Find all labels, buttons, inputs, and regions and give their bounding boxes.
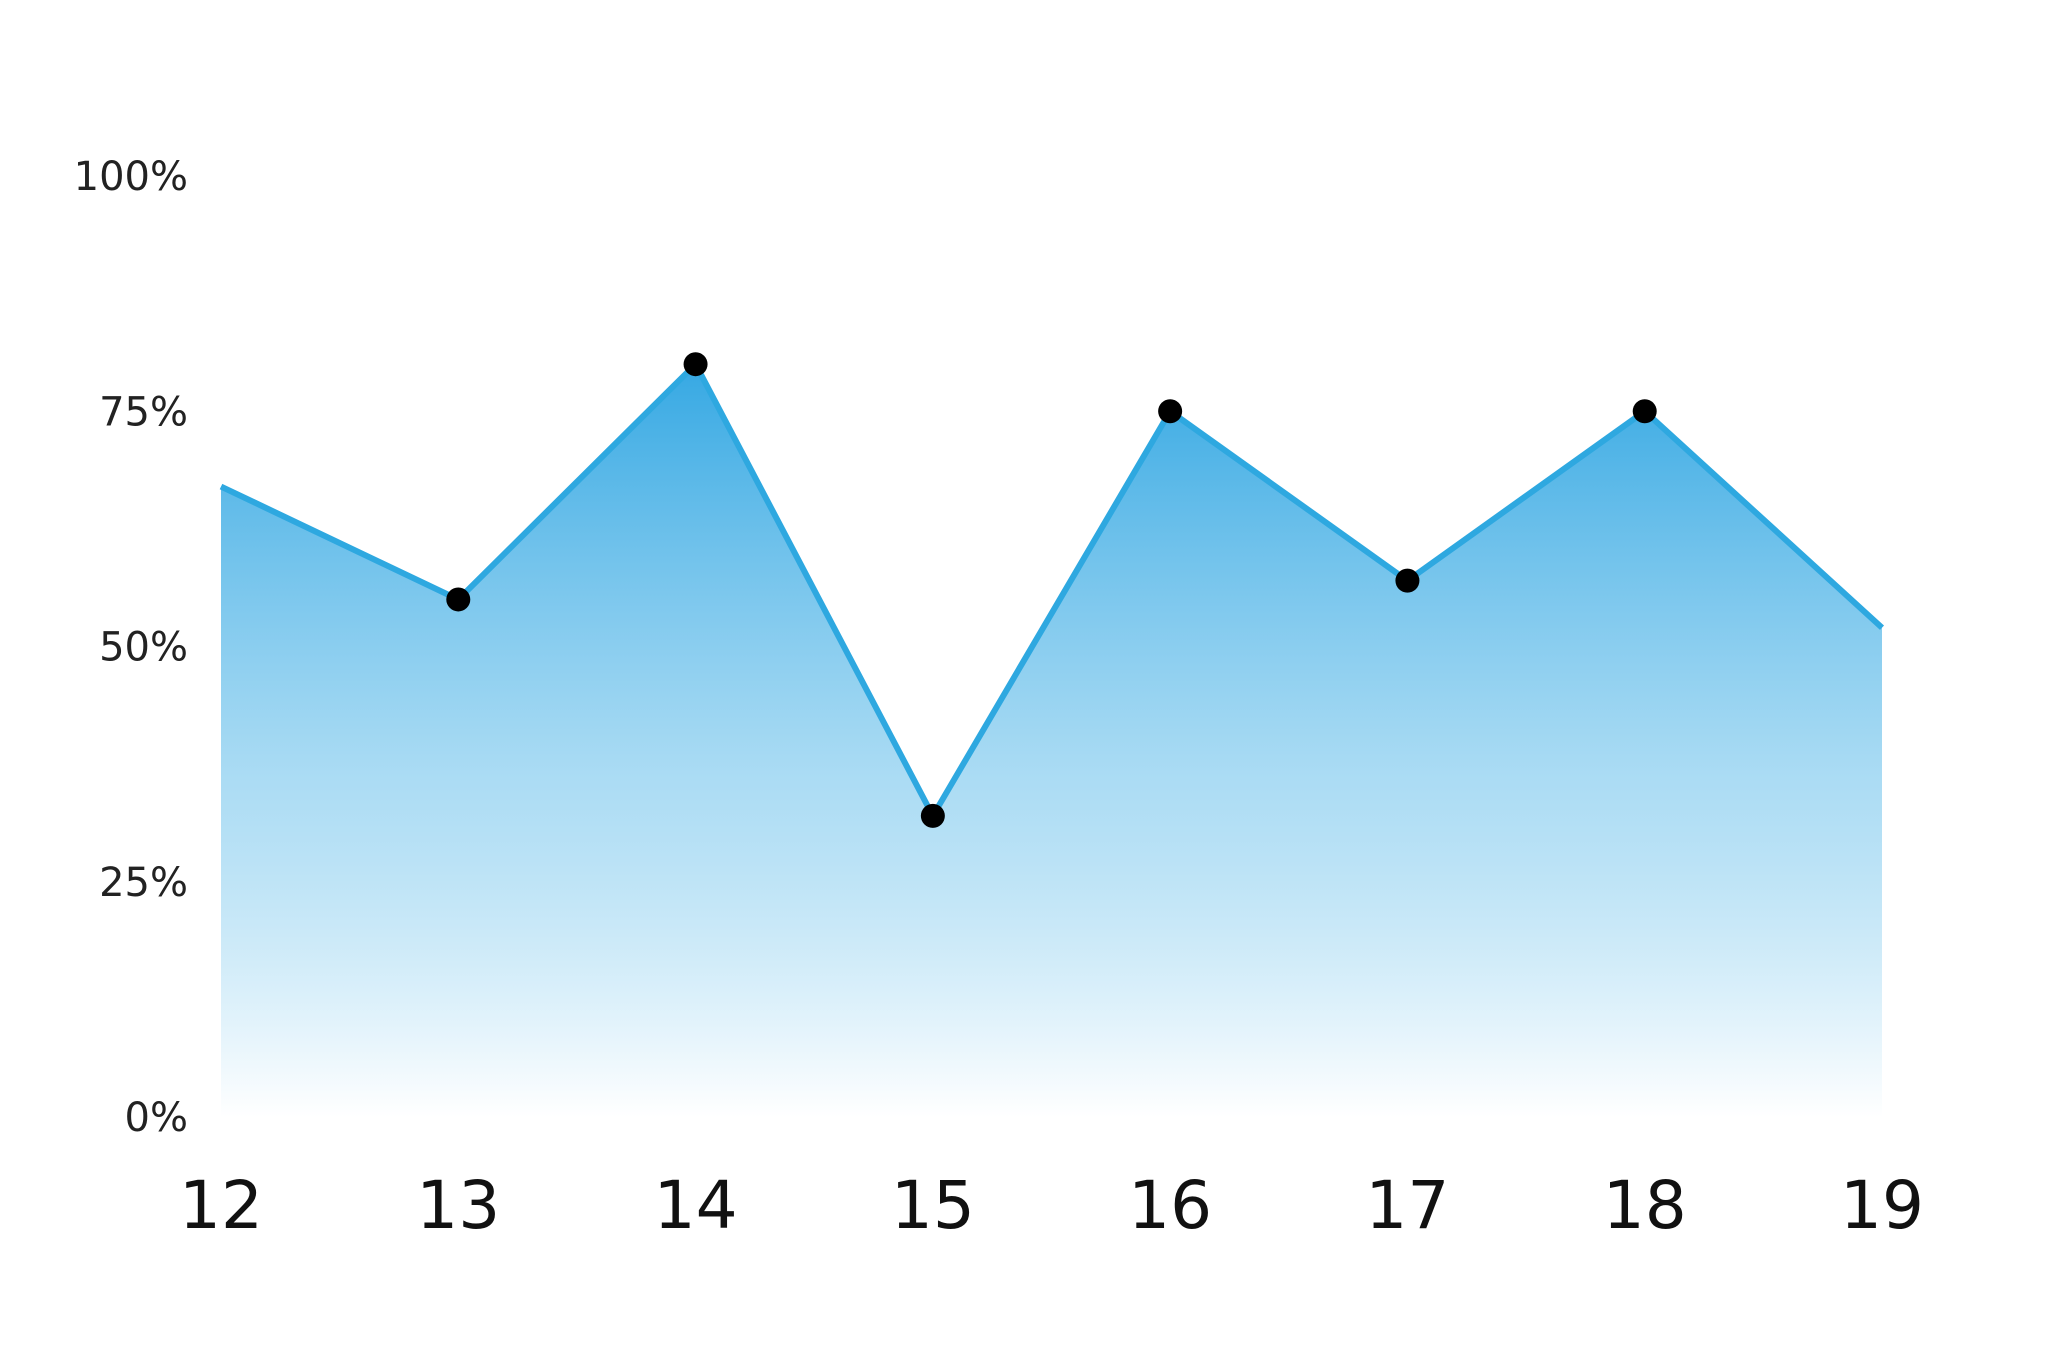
y-tick-label: 75% (99, 389, 188, 435)
data-point-16 (1158, 399, 1183, 424)
x-tick-label: 19 (1840, 1167, 1924, 1244)
x-tick-label: 16 (1128, 1167, 1212, 1244)
area-fill (221, 364, 1882, 1117)
y-tick-label: 100% (74, 154, 188, 200)
x-tick-label: 17 (1365, 1167, 1449, 1244)
area-layer (221, 364, 1882, 1117)
data-point-13 (446, 587, 471, 612)
series-line (219, 359, 1885, 823)
x-tick-label: 15 (891, 1167, 975, 1244)
data-point-15 (920, 803, 945, 828)
data-point-18 (1632, 399, 1657, 424)
y-axis-ticks: 0% 25% 50% 75% 100% (74, 154, 188, 1141)
series-line-layer (219, 359, 1885, 823)
gridlines (218, 160, 1885, 1130)
x-axis-ticks: 12 13 14 15 16 17 18 19 (179, 1167, 1924, 1244)
y-tick-label: 50% (99, 625, 188, 671)
x-tick-label: 13 (416, 1167, 500, 1244)
data-point-17 (1395, 568, 1420, 593)
x-tick-label: 12 (179, 1167, 263, 1244)
y-tick-label: 0% (125, 1095, 188, 1141)
x-tick-label: 14 (654, 1167, 738, 1244)
x-tick-label: 18 (1603, 1167, 1687, 1244)
data-point-14 (683, 352, 708, 377)
markers (446, 352, 1657, 828)
y-tick-label: 25% (99, 860, 188, 906)
